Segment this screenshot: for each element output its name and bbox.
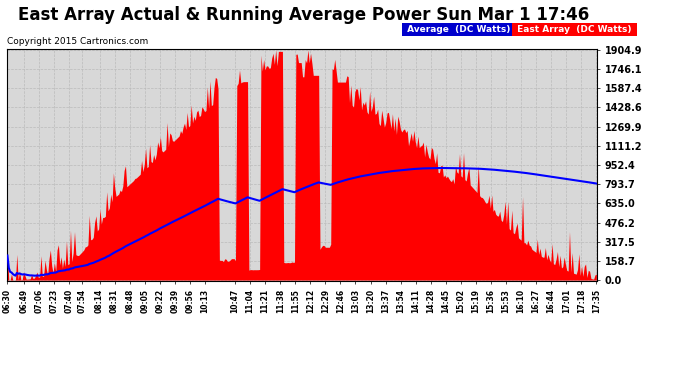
Text: East Array Actual & Running Average Power Sun Mar 1 17:46: East Array Actual & Running Average Powe…	[18, 6, 589, 24]
Text: Copyright 2015 Cartronics.com: Copyright 2015 Cartronics.com	[7, 38, 148, 46]
Text: Average  (DC Watts): Average (DC Watts)	[404, 25, 513, 34]
Text: East Array  (DC Watts): East Array (DC Watts)	[514, 25, 635, 34]
